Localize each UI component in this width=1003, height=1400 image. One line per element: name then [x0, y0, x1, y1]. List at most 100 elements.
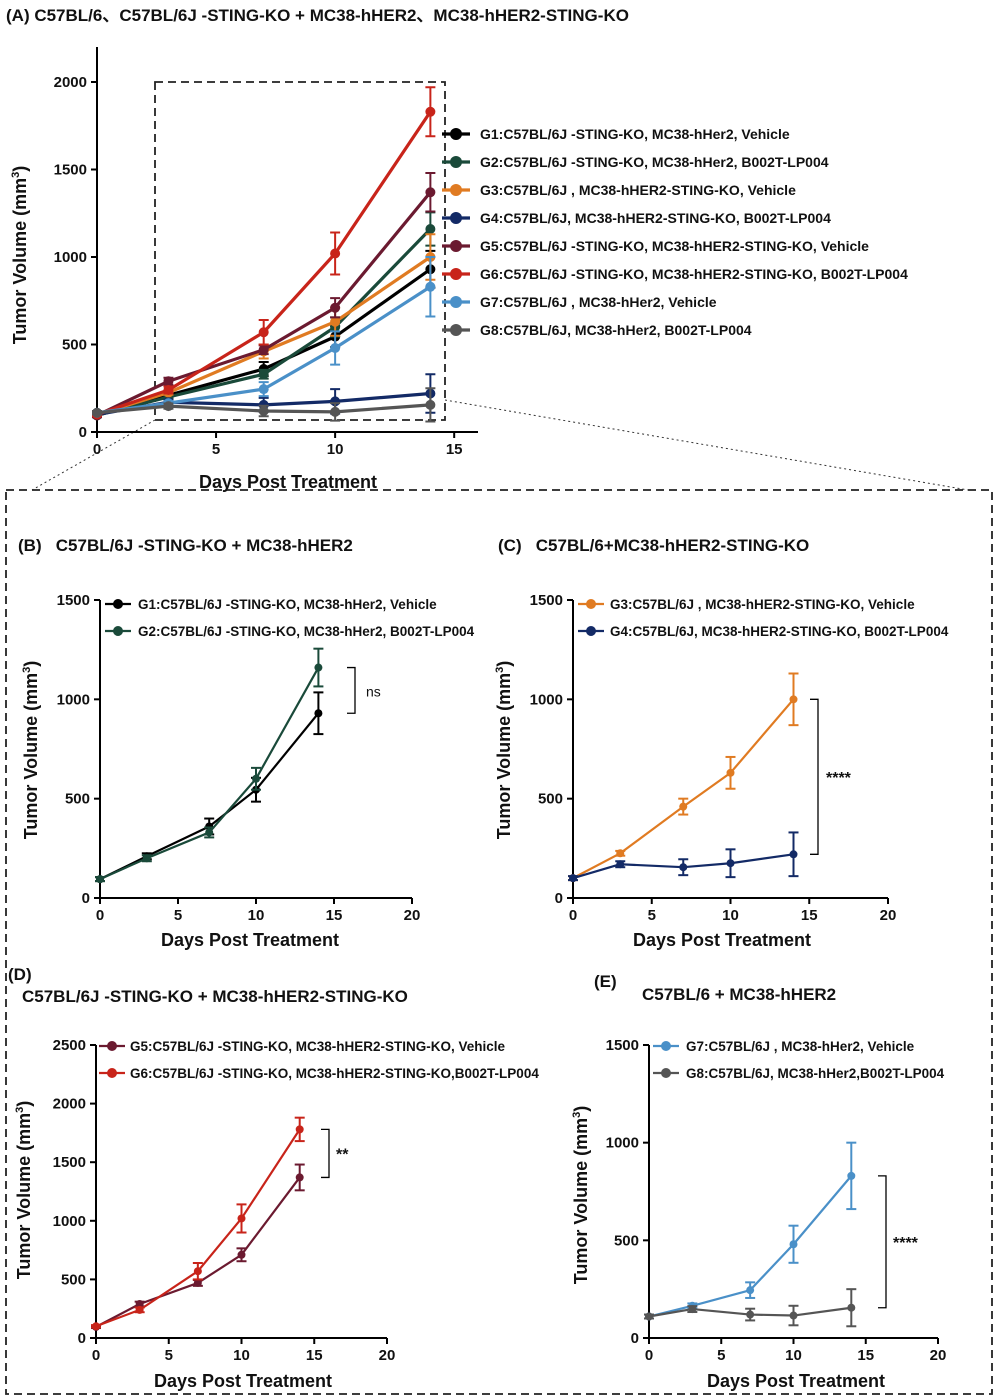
legend-swatch-marker — [586, 626, 596, 636]
panel-a-plot: 0 5 10 15 0 500 1000 1500 2000 G1:C57BL/6J -STING… — [54, 47, 908, 458]
significance-label: ** — [336, 1146, 349, 1163]
significance-label: **** — [826, 770, 852, 787]
legend-entry: G7:C57BL/6J , MC38-hHer2, Vehicle — [480, 294, 717, 310]
legend-a: G1:C57BL/6J -STING-KO, MC38-hHer2, Vehic… — [442, 126, 908, 338]
data-point — [205, 828, 214, 837]
x-tick-label-d: 15 — [306, 1347, 323, 1364]
x-tick-label-c: 5 — [648, 907, 656, 924]
data-point — [688, 1305, 697, 1314]
data-point — [237, 1214, 246, 1223]
y-tick-label-c: 1500 — [530, 592, 563, 609]
y-tick-label-a: 1500 — [54, 162, 87, 179]
x-tick-label-e: 10 — [785, 1347, 802, 1364]
data-point — [258, 327, 269, 338]
panel-b-ylabel: Tumor Volume (mm3) — [21, 661, 41, 839]
y-tick-label-a: 500 — [62, 337, 87, 354]
legend-swatch-marker — [450, 156, 462, 168]
data-point — [258, 369, 269, 380]
series-c-1 — [568, 672, 799, 883]
legend-entry: G4:C57BL/6J, MC38-hHER2-STING-KO, B002T-… — [610, 624, 949, 639]
panel-d-ylabel: Tumor Volume (mm3) — [14, 1101, 34, 1279]
x-tick-label-d: 0 — [92, 1347, 100, 1364]
x-tick-label-a: 15 — [446, 441, 463, 458]
legend-swatch-marker — [450, 212, 462, 224]
data-point — [193, 1278, 202, 1287]
y-tick-label-d: 500 — [61, 1271, 86, 1288]
legend-c: G3:C57BL/6J , MC38-hHER2-STING-KO, Vehic… — [578, 597, 949, 639]
x-tick-label-b: 15 — [326, 907, 343, 924]
y-tick-label-c: 1000 — [530, 691, 563, 708]
data-point — [330, 316, 341, 327]
y-tick-label-d: 2000 — [53, 1096, 86, 1113]
data-point — [163, 385, 174, 395]
data-point — [789, 695, 798, 704]
data-point — [789, 1240, 798, 1249]
panel-b-title: (B) C57BL/6J -STING-KO + MC38-hHER2 — [18, 536, 353, 555]
zoom-connector-left — [31, 419, 156, 491]
data-point — [295, 1125, 304, 1134]
figure-title: (A) C57BL/6、C57BL/6J -STING-KO + MC38-hH… — [6, 6, 629, 25]
series-c-2 — [568, 831, 799, 883]
data-point — [789, 850, 798, 859]
panel-d: (D) C57BL/6J -STING-KO + MC38-hHER2-STIN… — [8, 965, 539, 1391]
data-point — [314, 709, 323, 718]
x-tick-label-e: 0 — [645, 1347, 653, 1364]
data-point — [645, 1312, 653, 1321]
x-tick-label-b: 20 — [404, 907, 421, 924]
data-point — [237, 1250, 246, 1259]
panel-d-title: C57BL/6J -STING-KO + MC38-hHER2-STING-KO — [22, 987, 408, 1006]
data-point — [679, 802, 688, 811]
legend-swatch-marker — [450, 324, 462, 336]
legend-entry: G8:C57BL/6J, MC38-hHer2, B002T-LP004 — [480, 322, 752, 338]
x-tick-label-e: 5 — [717, 1347, 725, 1364]
panel-d-label: (D) — [8, 965, 32, 984]
data-point — [425, 106, 436, 117]
x-tick-label-c: 0 — [569, 907, 577, 924]
data-point — [135, 1305, 144, 1314]
y-tick-label-d: 2500 — [53, 1037, 86, 1054]
legend-swatch-marker — [661, 1041, 671, 1051]
series-b-2 — [95, 647, 324, 884]
data-point — [425, 187, 436, 198]
data-point — [789, 1311, 798, 1320]
data-point — [425, 281, 436, 292]
panel-e: (E) C57BL/6 + MC38-hHER2 Days Post Treat… — [571, 972, 946, 1391]
panel-c-plot: 0 5 10 15 20 0 500 1000 1500 G3:C57BL/6J , MC38-h… — [530, 592, 949, 924]
data-point — [163, 376, 174, 387]
y-tick-label-e: 1500 — [606, 1037, 639, 1054]
data-point — [193, 1267, 202, 1276]
y-tick-label-b: 0 — [82, 890, 90, 907]
data-point — [330, 343, 341, 353]
panel-b: (B) C57BL/6J -STING-KO + MC38-hHER2 Days… — [18, 536, 475, 950]
x-tick-label-a: 0 — [93, 441, 101, 458]
panel-a: Days Post Treatment Tumor Volume (mm3) 0… — [10, 47, 969, 492]
legend-swatch-marker — [450, 268, 462, 280]
x-tick-label-d: 20 — [379, 1347, 396, 1364]
significance-label: **** — [893, 1235, 919, 1252]
legend-entry: G2:C57BL/6J -STING-KO, MC38-hHer2, B002T… — [480, 154, 829, 170]
legend-entry: G3:C57BL/6J , MC38-hHER2-STING-KO, Vehic… — [610, 597, 915, 612]
data-point — [425, 399, 436, 410]
data-point — [96, 875, 104, 884]
y-tick-label-b: 1500 — [57, 592, 90, 609]
data-point — [92, 1322, 100, 1331]
x-tick-label-d: 5 — [165, 1347, 173, 1364]
legend-swatch-marker — [450, 128, 462, 140]
y-tick-label-d: 1500 — [53, 1154, 86, 1171]
legend-e: G7:C57BL/6J , MC38-hHer2, Vehicle G8:C57B… — [653, 1039, 945, 1081]
significance-bracket-d: ** — [321, 1128, 349, 1179]
legend-d: G5:C57BL/6J -STING-KO, MC38-hHER2-STING-… — [99, 1039, 539, 1081]
zoom-box — [154, 81, 446, 421]
legend-swatch-marker — [450, 240, 462, 252]
series-line — [99, 667, 320, 881]
data-point — [258, 344, 269, 355]
data-point — [142, 854, 151, 863]
legend-swatch-marker — [586, 599, 596, 609]
legend-swatch-marker — [450, 184, 462, 196]
y-tick-label-a: 2000 — [54, 74, 87, 91]
bracket-line — [321, 1128, 330, 1179]
legend-swatch-marker — [107, 1068, 117, 1078]
legend-swatch-marker — [113, 599, 123, 609]
x-tick-label-b: 10 — [248, 907, 265, 924]
